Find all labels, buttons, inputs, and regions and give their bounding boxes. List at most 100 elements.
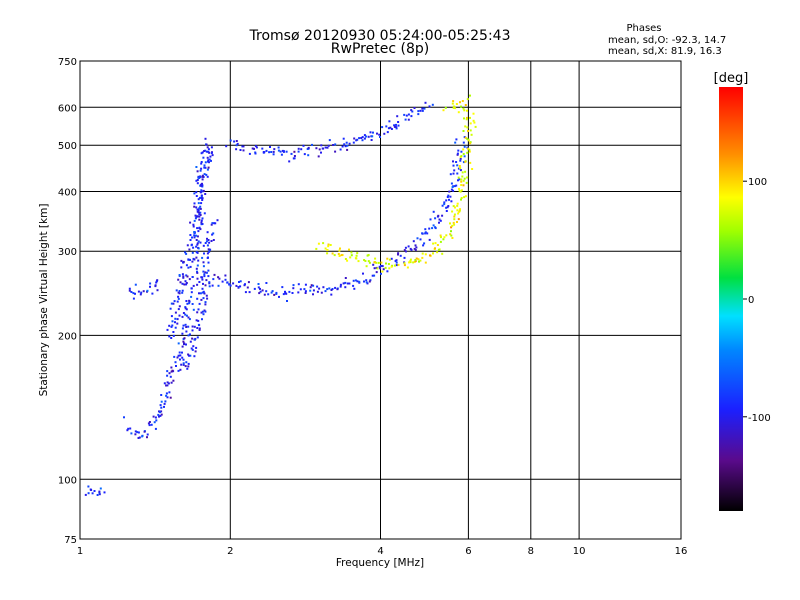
echo-point-o — [181, 345, 184, 348]
echo-point-o — [367, 135, 370, 138]
echo-point-o — [188, 248, 191, 251]
echo-point-o — [178, 290, 181, 292]
echo-point-o — [353, 287, 356, 290]
echo-point-o — [454, 141, 457, 144]
echo-point-o — [184, 365, 187, 368]
echo-point-o — [257, 286, 260, 289]
echo-point-o — [208, 250, 211, 253]
echo-point-x — [463, 117, 465, 120]
echo-point-x — [440, 236, 442, 239]
echo-point-o — [191, 236, 193, 239]
echo-point-o — [207, 248, 210, 251]
echo-point-o — [200, 219, 203, 222]
echo-point-o — [277, 149, 280, 152]
phase-stats-o: mean, sd,O: -92.3, 14.7 — [608, 35, 726, 46]
echo-point-o — [126, 429, 129, 432]
echo-point-x — [415, 257, 418, 260]
echo-point-o — [202, 244, 205, 247]
echo-point-o — [273, 148, 276, 151]
echo-point-o — [439, 219, 442, 222]
echo-point-o — [332, 144, 335, 146]
echo-point-x — [363, 259, 366, 261]
echo-point-o — [463, 155, 466, 158]
echo-point-o — [147, 422, 150, 425]
echo-point-x — [460, 105, 462, 108]
echo-point-o — [270, 291, 273, 294]
echo-point-o — [134, 283, 137, 286]
echo-point-o — [98, 491, 101, 494]
echo-point-o — [184, 307, 187, 310]
echo-point-o — [179, 354, 182, 357]
echo-point-o — [148, 424, 151, 427]
echo-point-x — [414, 260, 417, 263]
echo-point-o — [206, 252, 209, 255]
echo-point-o — [414, 244, 417, 247]
echo-point-o — [196, 215, 199, 218]
echo-point-x — [315, 247, 318, 250]
trace-o — [207, 137, 461, 291]
echo-point-o — [248, 152, 251, 155]
echo-point-o — [188, 302, 191, 305]
echo-point-o — [441, 214, 444, 217]
echo-point-x — [403, 262, 406, 265]
echo-point-o — [185, 343, 187, 346]
colorbar-tick-label: -100 — [748, 413, 771, 424]
echo-point-x — [464, 136, 467, 139]
echo-point-o — [341, 145, 344, 148]
echo-point-x — [442, 238, 445, 241]
echo-point-o — [84, 493, 87, 496]
echo-point-o — [194, 217, 197, 220]
echo-point-o — [386, 131, 389, 134]
echo-point-o — [182, 312, 185, 314]
echo-point-o — [181, 273, 184, 276]
echo-point-o — [199, 191, 202, 194]
echo-point-o — [181, 356, 184, 359]
trace-o — [230, 102, 429, 151]
echo-point-o — [393, 125, 396, 128]
echo-point-o — [257, 283, 260, 285]
echo-point-o — [142, 290, 145, 293]
colorbar — [719, 87, 743, 511]
echo-point-x — [464, 195, 467, 198]
echo-point-x — [453, 218, 456, 221]
echo-point-o — [455, 138, 458, 141]
echo-point-o — [185, 283, 188, 286]
echo-point-o — [206, 257, 209, 259]
echo-point-o — [180, 259, 183, 262]
echo-point-o — [203, 212, 206, 215]
echo-point-o — [200, 152, 203, 155]
echo-point-o — [199, 292, 202, 295]
echo-point-x — [456, 221, 458, 223]
echo-point-o — [304, 283, 307, 286]
echo-point-o — [204, 149, 207, 152]
echo-point-o — [307, 146, 310, 149]
echo-point-x — [365, 265, 368, 268]
echo-point-o — [457, 179, 459, 182]
trace-o — [168, 145, 208, 335]
echo-point-o — [179, 368, 182, 371]
echo-point-o — [456, 172, 459, 175]
echo-point-o — [193, 325, 196, 328]
echo-point-x — [452, 205, 455, 208]
echo-point-o — [368, 280, 371, 283]
echo-point-o — [424, 231, 427, 234]
echo-point-o — [196, 297, 199, 300]
echo-point-o — [267, 293, 270, 296]
echo-point-o — [419, 238, 422, 241]
echo-point-o — [185, 330, 188, 333]
echo-point-o — [281, 286, 284, 289]
echo-point-x — [388, 267, 391, 270]
echo-point-o — [362, 272, 364, 275]
echo-point-x — [458, 165, 461, 167]
echo-point-o — [205, 294, 208, 297]
echo-point-o — [137, 437, 140, 439]
echo-point-x — [357, 260, 360, 263]
echo-point-x — [460, 198, 462, 201]
echo-point-x — [406, 266, 409, 269]
echo-point-o — [163, 402, 166, 405]
echo-point-o — [352, 284, 355, 287]
echo-point-o — [138, 436, 141, 439]
echo-point-o — [344, 277, 347, 279]
echo-point-o — [373, 267, 376, 270]
chart-subtitle: RwPretec (8p) — [331, 41, 429, 57]
